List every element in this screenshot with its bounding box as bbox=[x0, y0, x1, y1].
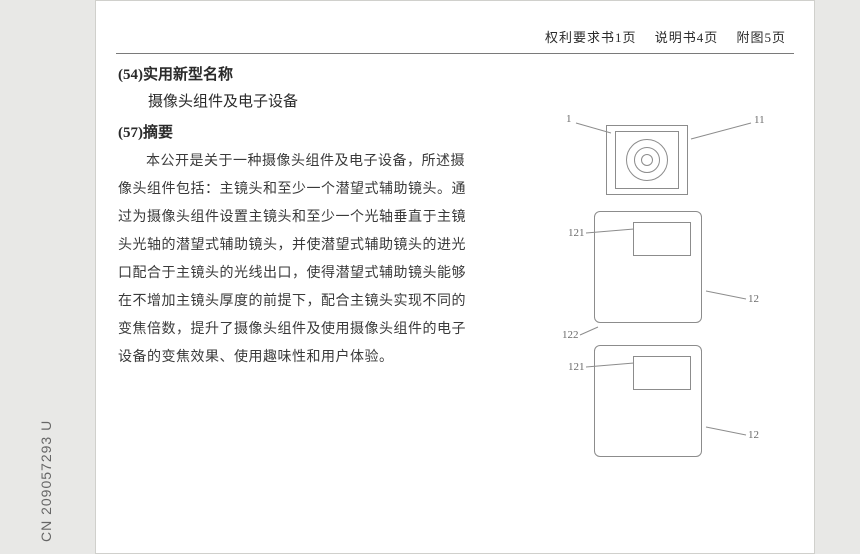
page: 权利要求书1页 说明书4页 附图5页 (54)实用新型名称 摄像头组件及电子设备… bbox=[95, 0, 815, 554]
content: (54)实用新型名称 摄像头组件及电子设备 (57)摘要 本公开是关于一种摄像头… bbox=[118, 63, 478, 372]
fig-label-122: 122 bbox=[562, 329, 579, 341]
abstract-text: 本公开是关于一种摄像头组件及电子设备，所述摄像头组件包括：主镜头和至少一个潜望式… bbox=[118, 148, 478, 372]
meta-spec: 说明书4页 bbox=[655, 30, 719, 45]
heading-54: (54)实用新型名称 bbox=[118, 63, 478, 84]
fig-label-121-a: 121 bbox=[568, 227, 585, 239]
fig-label-1: 1 bbox=[566, 113, 572, 125]
meta-claims: 权利要求书1页 bbox=[545, 30, 637, 45]
fig-label-11: 11 bbox=[754, 114, 765, 126]
heading-57: (57)摘要 bbox=[118, 121, 478, 142]
meta-figs: 附图5页 bbox=[736, 30, 786, 45]
divider bbox=[116, 53, 794, 54]
fig-label-12-b: 12 bbox=[748, 429, 759, 441]
figure: 1 11 121 12 122 121 12 bbox=[536, 111, 786, 481]
top-meta: 权利要求书1页 说明书4页 附图5页 bbox=[531, 27, 786, 46]
patent-number: CN 209057293 U bbox=[38, 420, 54, 542]
fig-label-121-b: 121 bbox=[568, 361, 585, 373]
invention-title: 摄像头组件及电子设备 bbox=[118, 90, 478, 111]
fig-label-12-a: 12 bbox=[748, 293, 759, 305]
